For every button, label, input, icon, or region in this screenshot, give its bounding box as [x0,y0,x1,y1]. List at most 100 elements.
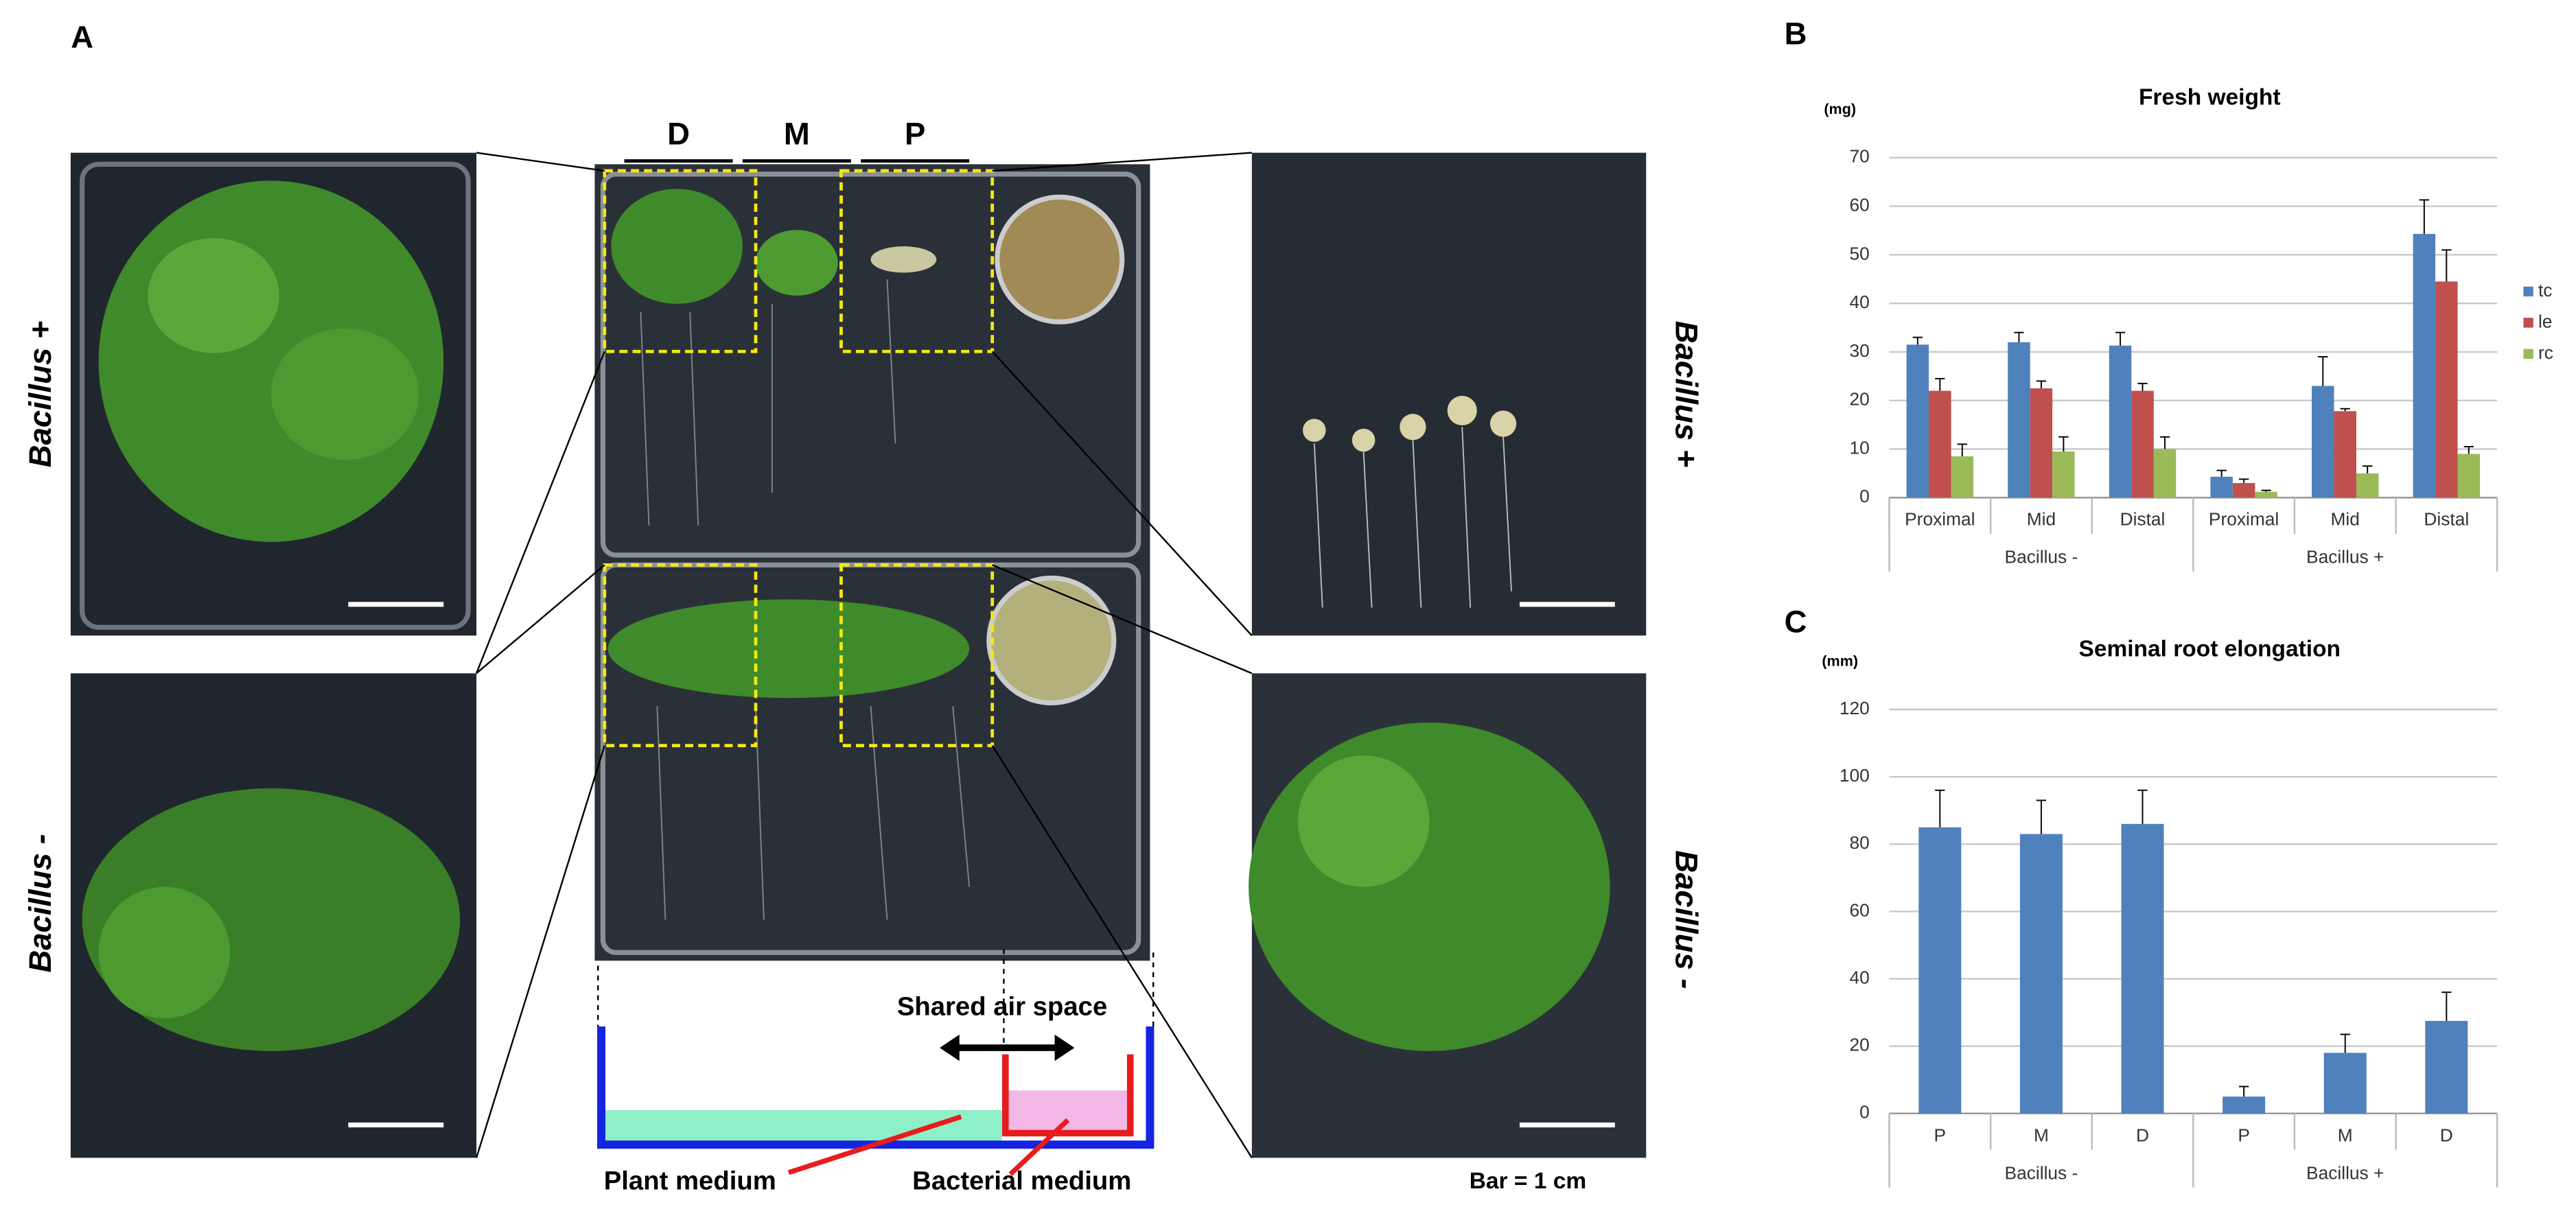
error-bar [1935,377,1945,391]
lane-label: M [784,117,810,152]
photo-left-top [70,152,477,636]
x-tick-label: Distal [2120,509,2166,530]
bar [2131,390,2154,498]
error-bar [2318,356,2328,386]
photo-right-bottom [1249,673,1647,1158]
lane-label: P [905,117,925,152]
error-bar [2216,469,2227,477]
y-tick-label: 70 [1850,146,1870,167]
bar [1951,456,1974,498]
y-tick-label: 20 [1850,389,1870,410]
y-tick-label: 10 [1850,437,1870,458]
unit-label: (mg) [1824,101,1856,117]
y-tick-label: 30 [1850,340,1870,361]
bar [2121,823,2164,1114]
condition-label: Bacillus + [23,321,58,468]
scale-bar-label: Bar = 1 cm [1470,1168,1586,1194]
error-bar [1935,789,1945,827]
error-bar [2238,478,2249,484]
error-bar [2419,199,2430,234]
legend-swatch [2523,318,2533,328]
bar [2008,342,2030,498]
bar [2435,281,2458,498]
error-bar [2014,331,2024,342]
unit-label: (mm) [1822,653,1858,669]
diagram-label: Plant medium [604,1166,776,1195]
error-bar [2463,445,2474,454]
bar [2425,1020,2468,1114]
error-bar [2137,382,2148,391]
x-tick-label: D [2136,1125,2149,1145]
bar [2223,1096,2266,1114]
error-bar [2058,436,2069,452]
bar [2356,473,2379,498]
bar [2413,233,2436,498]
error-bar [2036,799,2047,834]
condition-label: Bacillus + [1669,321,1704,468]
x-tick-label: P [2238,1125,2250,1145]
error-bar [2363,465,2373,473]
x-tick-label: Mid [2331,509,2360,530]
photo-left-bottom [70,673,477,1158]
error-bar [2340,1033,2350,1053]
bar [2210,476,2233,498]
error-bar [1912,336,1923,345]
y-tick-label: 40 [1850,967,1870,987]
chart-title: Fresh weight [2139,84,2281,110]
x-tick-label: M [2338,1125,2353,1145]
plate-diagram [597,949,1154,1176]
x-tick-label: Proximal [2209,509,2279,530]
x-tick-label: Distal [2424,509,2469,530]
y-tick-label: 20 [1850,1035,1870,1055]
lane-label: D [667,117,690,152]
error-bar [2115,331,2126,346]
y-tick-label: 120 [1840,698,1870,718]
y-tick-label: 100 [1840,765,1870,786]
y-tick-label: 60 [1850,195,1870,215]
bar [1929,390,1951,498]
bar [2255,491,2277,498]
bar [1906,344,1929,498]
bar [2153,449,2177,498]
error-bar [1957,443,1967,457]
bar [2323,1053,2367,1114]
panel-letter: B [1785,16,1807,51]
chart-title: Seminal root elongation [2078,637,2341,662]
group-label: Bacillus - [2005,547,2078,567]
group-label: Bacillus + [2306,547,2384,567]
legend-swatch [2523,286,2533,297]
zoom-lines [475,152,1253,1159]
legend-swatch [2523,349,2533,359]
error-bar [2159,436,2170,449]
bar [2030,388,2053,498]
panel-letter: A [71,19,93,54]
y-tick-label: 80 [1850,832,1870,853]
condition-label: Bacillus - [23,834,58,972]
y-tick-label: 0 [1859,486,1870,506]
bar [2312,386,2334,498]
error-bar [2441,991,2452,1021]
legend-label: le [2538,311,2552,331]
panel-letter: C [1785,604,1807,639]
x-tick-label: D [2440,1125,2453,1145]
y-tick-label: 60 [1850,900,1870,920]
x-tick-label: Mid [2027,509,2056,530]
error-bar [2261,489,2271,492]
bar [2052,451,2075,498]
bar [2232,483,2255,498]
condition-label: Bacillus - [1669,850,1704,989]
y-tick-label: 0 [1859,1102,1870,1123]
error-bar [2036,380,2047,388]
x-tick-label: Proximal [1905,509,1975,530]
x-tick-label: P [1934,1125,1947,1145]
diagram-label: Bacterial medium [912,1166,1131,1195]
y-tick-label: 40 [1850,292,1870,312]
error-bar [2441,249,2452,282]
y-tick-label: 50 [1850,243,1870,263]
error-bar [2238,1085,2249,1097]
bar [2457,454,2481,498]
error-bar [2137,789,2148,824]
legend-label: tc [2538,280,2552,301]
photo-right-top [1251,152,1647,636]
